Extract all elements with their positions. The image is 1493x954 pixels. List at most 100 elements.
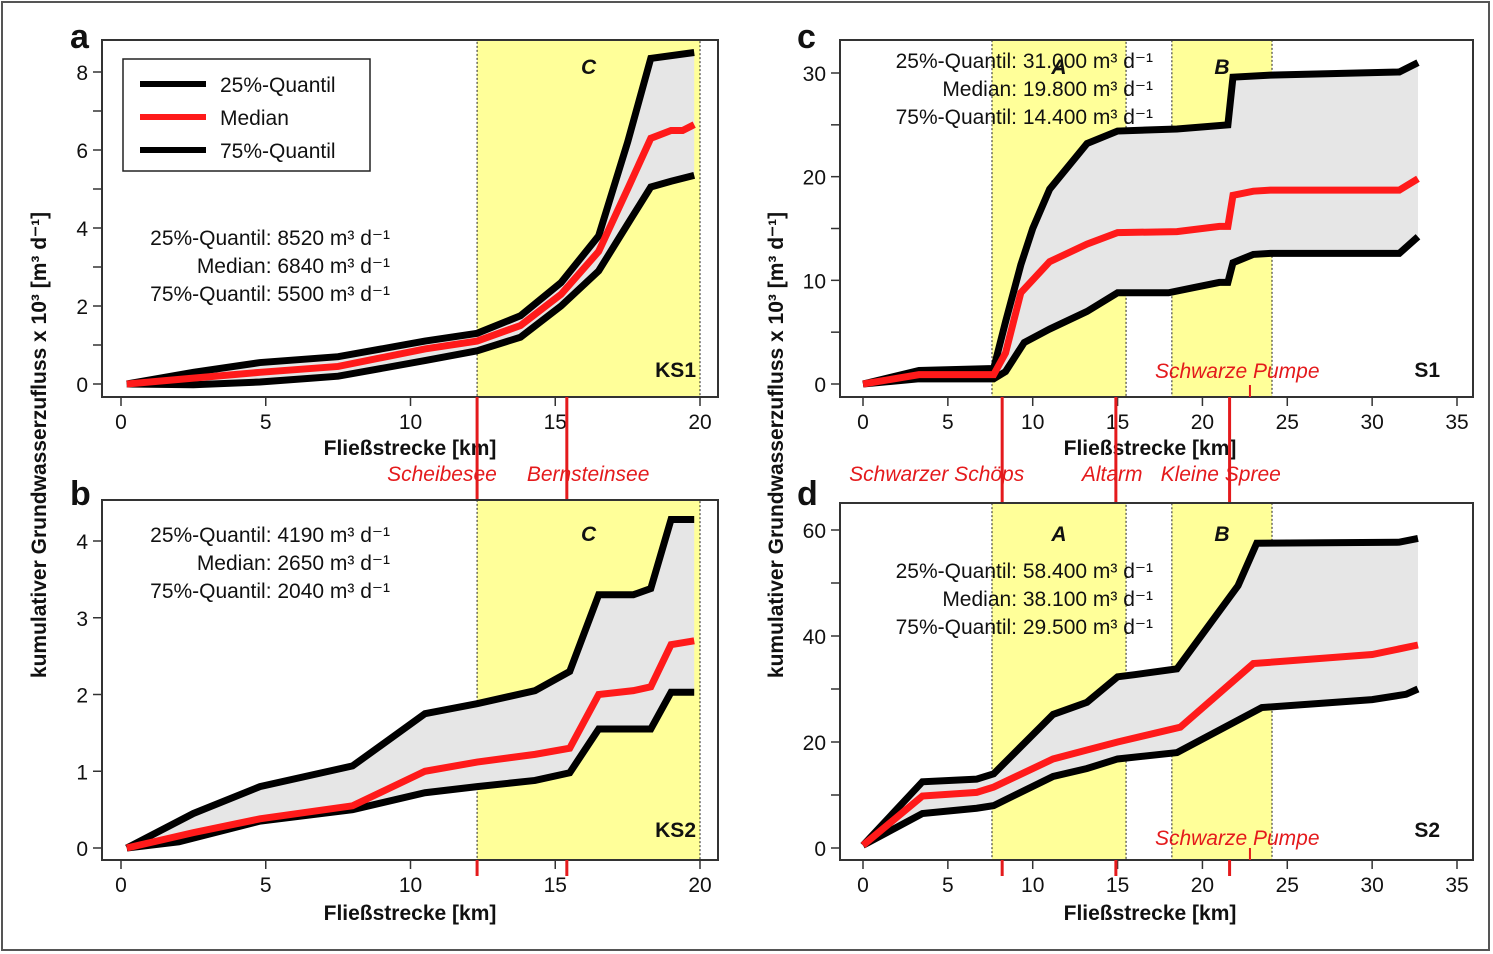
y-tick-label: 2 bbox=[76, 685, 88, 708]
panel-a: C 0 5 10 15 20 0 2 4 6 8 Fließstrecke [km] a 25%-Quan… bbox=[70, 18, 719, 500]
y-tick-label: 1 bbox=[76, 761, 88, 784]
marker-label: Schwarze Pumpe bbox=[1155, 827, 1320, 850]
stat-line: Median: 2650 m³ d⁻¹ bbox=[197, 552, 390, 575]
zone-label: B bbox=[1214, 56, 1229, 79]
y-tick-label: 0 bbox=[76, 374, 88, 397]
x-tick-label: 15 bbox=[544, 411, 567, 434]
y-tick-label: 4 bbox=[76, 218, 88, 241]
series-median bbox=[862, 175, 1420, 388]
marker-label: Altarm bbox=[1080, 463, 1143, 486]
x-tick-label: 0 bbox=[115, 411, 127, 434]
x-tick-label: 20 bbox=[688, 874, 711, 897]
x-tick-label: 5 bbox=[260, 411, 272, 434]
y-tick-label: 6 bbox=[76, 140, 88, 163]
x-tick-label: 10 bbox=[399, 874, 422, 897]
x-tick-label: 5 bbox=[260, 874, 272, 897]
stat-line: 75%-Quantil: 5500 m³ d⁻¹ bbox=[150, 283, 390, 306]
y-tick-label: 10 bbox=[803, 270, 826, 293]
plot-frame bbox=[839, 39, 1474, 398]
x-tick-label: 30 bbox=[1360, 874, 1383, 897]
x-tick-label: 0 bbox=[115, 874, 127, 897]
y-tick-label: 20 bbox=[803, 732, 826, 755]
legend-label-q25: 25%-Quantil bbox=[220, 74, 336, 97]
series-q25 bbox=[125, 516, 695, 852]
marker-label: Schwarze Pumpe bbox=[1155, 360, 1320, 383]
x-tick-label: 0 bbox=[857, 411, 869, 434]
x-tick-label: 30 bbox=[1360, 411, 1383, 434]
station-label: S1 bbox=[1414, 359, 1440, 382]
y-tick-label: 2 bbox=[76, 296, 88, 319]
y-tick-label: 0 bbox=[814, 838, 826, 861]
y-tick-label: 8 bbox=[76, 62, 88, 85]
x-tick-label: 20 bbox=[1191, 411, 1214, 434]
y-tick-label: 20 bbox=[803, 167, 826, 190]
marker-label: Schwarzer Schöps bbox=[849, 463, 1025, 486]
x-tick-label: 20 bbox=[688, 411, 711, 434]
zone-label: C bbox=[581, 523, 597, 546]
legend-label-q75: 75%-Quantil bbox=[220, 140, 336, 163]
x-tick-label: 10 bbox=[399, 411, 422, 434]
panel-c: A B 0 5 10 15 20 25 30 35 0 10 20 30 Fließstrecke [km]… bbox=[797, 18, 1474, 503]
zone-A bbox=[991, 502, 1127, 861]
x-tick-label: 5 bbox=[942, 411, 954, 434]
marker-label: Bernsteinsee bbox=[527, 463, 650, 486]
series-q75 bbox=[126, 171, 696, 389]
x-tick-label: 10 bbox=[1021, 874, 1044, 897]
x-tick-label: 5 bbox=[942, 874, 954, 897]
stat-line: 75%-Quantil: 2040 m³ d⁻¹ bbox=[150, 580, 390, 603]
x-tick-label: 0 bbox=[857, 874, 869, 897]
panel-letter: c bbox=[797, 18, 816, 56]
panel-letter: d bbox=[797, 475, 818, 513]
quantile-band bbox=[863, 62, 1418, 385]
stat-line: Median: 6840 m³ d⁻¹ bbox=[197, 255, 390, 278]
series-q75 bbox=[862, 234, 1421, 388]
stat-line: 25%-Quantil: 31.000 m³ d⁻¹ bbox=[896, 50, 1153, 73]
y-axis-title: kumulativer Grundwasserzufluss x 10³ [m³… bbox=[28, 212, 51, 678]
zone-label: A bbox=[1050, 56, 1066, 79]
series-median bbox=[126, 121, 696, 388]
quantile-band bbox=[863, 538, 1418, 846]
series-q25 bbox=[862, 59, 1420, 388]
y-tick-label: 60 bbox=[803, 520, 826, 543]
zone-label: A bbox=[1050, 523, 1066, 546]
x-tick-label: 15 bbox=[544, 874, 567, 897]
x-axis-title: Fließstrecke [km] bbox=[324, 437, 497, 460]
plot-frame bbox=[839, 502, 1474, 861]
marker-label: Kleine Spree bbox=[1161, 463, 1281, 486]
y-axis-title-right-text: kumulativer Grundwasserzufluss x 10³ [m³… bbox=[765, 212, 788, 678]
series-q25 bbox=[126, 49, 695, 388]
y-tick-label: 4 bbox=[76, 531, 88, 554]
y-tick-label: 30 bbox=[803, 63, 826, 86]
series-q75 bbox=[861, 685, 1420, 849]
x-axis-title: Fließstrecke [km] bbox=[324, 902, 497, 925]
x-tick-label: 25 bbox=[1276, 874, 1299, 897]
x-tick-label: 10 bbox=[1021, 411, 1044, 434]
x-axis-title: Fließstrecke [km] bbox=[1064, 902, 1237, 925]
panel-d: A B 0 5 10 15 20 25 30 35 0 20 40 60 Fließstrecke [km]… bbox=[797, 475, 1474, 925]
quantile-band bbox=[126, 519, 695, 848]
stat-line: Median: 38.100 m³ d⁻¹ bbox=[942, 588, 1153, 611]
panel-letter: a bbox=[70, 18, 90, 56]
legend-label-median: Median bbox=[220, 107, 289, 130]
stat-line: 25%-Quantil: 4190 m³ d⁻¹ bbox=[150, 524, 390, 547]
x-tick-label: 35 bbox=[1445, 874, 1468, 897]
series-q25 bbox=[860, 535, 1419, 848]
x-tick-label: 20 bbox=[1191, 874, 1214, 897]
y-axis-title-right: kumulativer Grundwasserzufluss x 10³ [m³… bbox=[765, 212, 788, 678]
stat-line: 75%-Quantil: 14.400 m³ d⁻¹ bbox=[896, 106, 1153, 129]
x-tick-label: 25 bbox=[1276, 411, 1299, 434]
x-tick-label: 35 bbox=[1445, 411, 1468, 434]
station-label: KS1 bbox=[655, 359, 696, 382]
station-label: S2 bbox=[1414, 819, 1440, 842]
y-tick-label: 40 bbox=[803, 626, 826, 649]
stat-line: 25%-Quantil: 58.400 m³ d⁻¹ bbox=[896, 560, 1153, 583]
zone-label: B bbox=[1214, 523, 1229, 546]
x-axis-title: Fließstrecke [km] bbox=[1064, 437, 1237, 460]
stat-line: 25%-Quantil: 8520 m³ d⁻¹ bbox=[150, 227, 390, 250]
x-tick-label: 15 bbox=[1106, 411, 1129, 434]
panel-b: C 0 5 10 15 20 0 1 2 3 4 Fließstrecke [km] b 25%-Quan… bbox=[70, 475, 719, 925]
station-label: KS2 bbox=[655, 819, 696, 842]
stat-line: Median: 19.800 m³ d⁻¹ bbox=[942, 78, 1153, 101]
y-tick-label: 0 bbox=[814, 374, 826, 397]
